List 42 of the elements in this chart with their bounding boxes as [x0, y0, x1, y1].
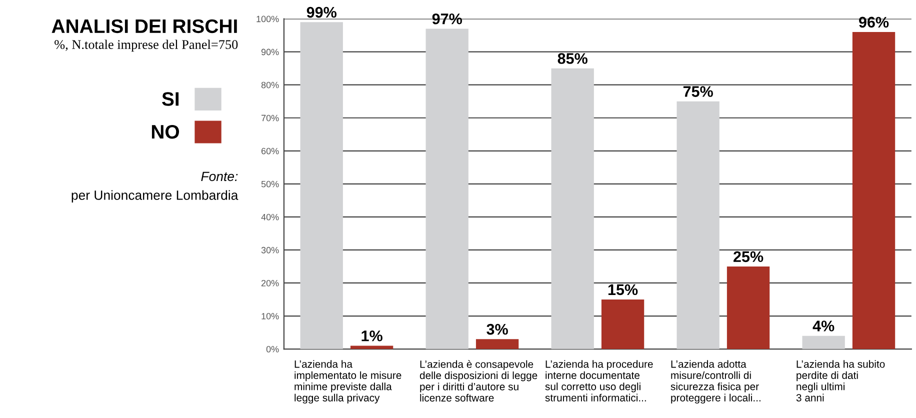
legend-label: SI [162, 92, 179, 106]
x-tick-label: L’azienda ha procedure interne documentate sul corretto uso degli strumenti informatici... [545, 360, 653, 402]
chart-title: ANALISI DEI RISCHI [52, 19, 237, 34]
data-label: 25% [734, 251, 764, 262]
y-tick-label: 10% [262, 312, 279, 320]
bar [852, 32, 896, 350]
data-label: 85% [558, 53, 588, 64]
source-note: Fonte: [201, 172, 238, 182]
data-label: 75% [683, 86, 713, 97]
y-tick-label: 60% [261, 148, 279, 154]
y-tick-label: 20% [261, 280, 279, 286]
data-label: 1% [362, 330, 382, 342]
y-tick-label: 0% [266, 346, 279, 352]
y-tick-label: 80% [261, 82, 279, 88]
y-tick-label: 50% [261, 180, 279, 188]
bar [676, 101, 720, 350]
bar [601, 299, 644, 350]
bar [426, 28, 468, 350]
y-tick-label: 30% [261, 246, 279, 254]
y-tick-label: 100% [256, 16, 279, 22]
x-tick-label: L’azienda ha implementato le misure minime previste dalla legge sulla privacy [294, 360, 402, 404]
data-label: 4% [812, 320, 834, 332]
x-tick-label: L’azienda adotta misure/controlli di sicurezza fisica per proteggere i locali... [670, 360, 760, 404]
y-tick-label: 70% [261, 114, 279, 122]
x-tick-label: L’azienda ha subito perdite di dati negli ultimi 3 anni [796, 360, 885, 402]
bar [476, 339, 519, 350]
data-label: 99% [306, 6, 336, 18]
bar [802, 336, 845, 350]
data-label: 3% [486, 324, 508, 335]
text: per Unioncamere Lombardia [72, 190, 238, 202]
bar [300, 22, 343, 350]
y-tick-label: 90% [261, 48, 279, 56]
text: %, N.totale imprese del Panel=750 [54, 40, 238, 52]
data-label: 15% [608, 284, 638, 296]
bar [551, 68, 594, 350]
data-label: 97% [432, 13, 462, 24]
bar [350, 346, 394, 350]
x-tick-label: L’azienda è consapevole delle disposizioni di legge per i diritti d’autore su licenze software [420, 360, 538, 402]
y-tick-label: 40% [261, 214, 279, 220]
bar [726, 266, 770, 350]
data-label: 96% [859, 16, 889, 28]
legend-label: NO [152, 124, 180, 139]
